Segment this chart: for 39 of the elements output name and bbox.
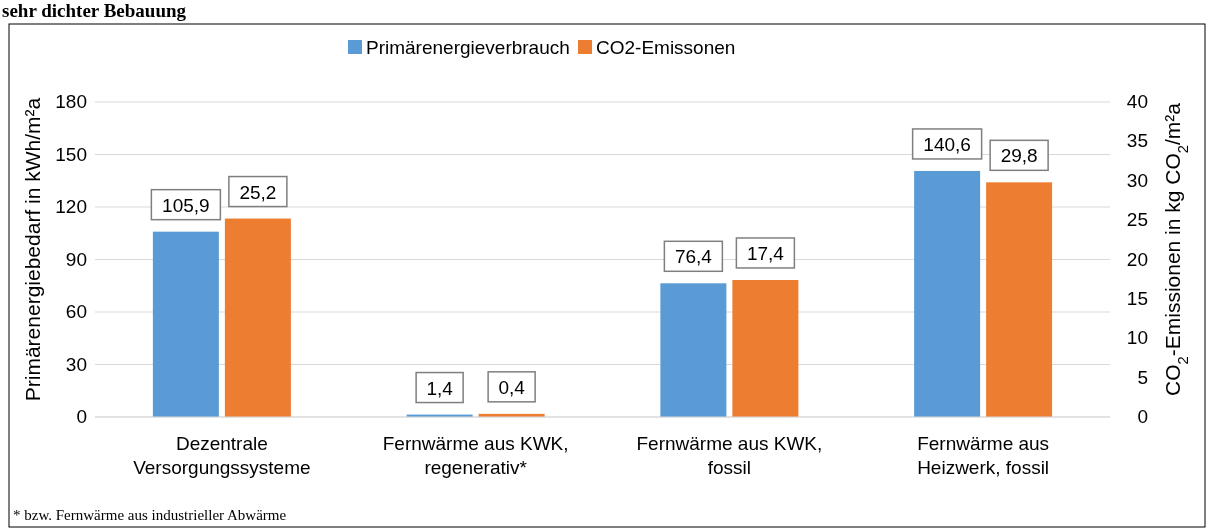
bar bbox=[732, 279, 799, 417]
x-tick-label: Fernwärme aus Heizwerk, fossil bbox=[917, 433, 1050, 478]
bar bbox=[914, 170, 981, 417]
y2-tick-label: 40 bbox=[1126, 91, 1148, 112]
y2-tick-label: 20 bbox=[1126, 248, 1148, 270]
y2-tick-label: 0 bbox=[1137, 406, 1148, 427]
y2-tick-label: 15 bbox=[1126, 287, 1148, 309]
y2-tick-label: 5 bbox=[1137, 366, 1148, 388]
data-label: 105,9 bbox=[162, 194, 210, 216]
chart-title: sehr dichter Bebauung bbox=[2, 0, 187, 21]
data-label: 0,4 bbox=[498, 376, 526, 398]
y2-tick-label: 35 bbox=[1126, 130, 1148, 152]
y2-tick-label: 25 bbox=[1126, 209, 1148, 231]
y-tick-label: 150 bbox=[55, 143, 87, 165]
bar bbox=[660, 283, 727, 417]
data-label: 29,8 bbox=[1000, 145, 1038, 167]
y-tick-label: 120 bbox=[55, 196, 87, 217]
data-label: 140,6 bbox=[923, 133, 971, 155]
legend-label: CO2-Emissonen bbox=[596, 37, 736, 58]
data-label: 1,4 bbox=[426, 377, 454, 399]
x-tick-label: Fernwärme aus KWK, fossil bbox=[636, 433, 823, 478]
y-axis-title: Primärenergiebedarf in kWh/m²a bbox=[21, 97, 44, 402]
x-tick-label: Fernwärme aus KWK, regenerativ* bbox=[382, 433, 569, 478]
bar bbox=[986, 182, 1053, 417]
y2-tick-label: 10 bbox=[1126, 327, 1148, 349]
y-tick-label: 180 bbox=[55, 91, 87, 112]
data-label: 76,4 bbox=[674, 246, 713, 268]
data-label: 17,4 bbox=[746, 242, 785, 264]
y-tick-label: 60 bbox=[65, 301, 87, 322]
y2-tick-label: 30 bbox=[1126, 169, 1148, 191]
bar bbox=[152, 231, 219, 417]
y-tick-label: 0 bbox=[76, 406, 87, 427]
y-tick-label: 30 bbox=[65, 353, 87, 375]
y-tick-label: 90 bbox=[65, 248, 87, 270]
x-tick-label: Dezentrale Versorgungssysteme bbox=[133, 433, 311, 478]
data-label: 25,2 bbox=[239, 181, 277, 203]
text: * bzw. Fernwärme aus industrieller Abwärme bbox=[13, 507, 287, 523]
bar bbox=[224, 218, 291, 417]
legend-label: Primärenergieverbrauch bbox=[366, 37, 570, 58]
